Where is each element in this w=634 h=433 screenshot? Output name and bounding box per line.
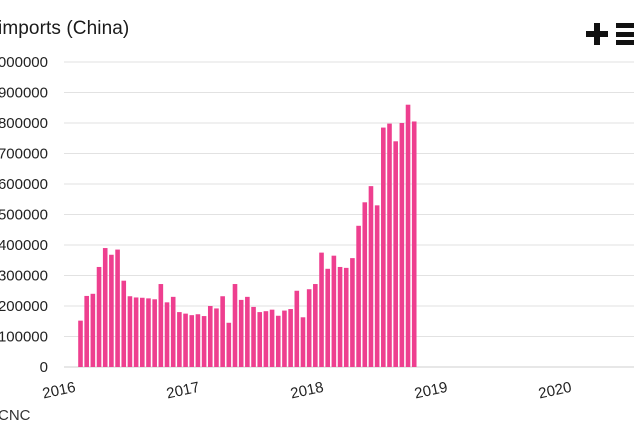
bar bbox=[399, 123, 405, 367]
bar bbox=[350, 258, 355, 367]
bar bbox=[127, 296, 133, 367]
bar bbox=[411, 121, 417, 367]
bar bbox=[220, 296, 225, 367]
bar bbox=[313, 284, 318, 367]
y-tick-label: 100000 bbox=[0, 329, 48, 346]
bar bbox=[337, 266, 343, 367]
y-tick-label: 600000 bbox=[0, 176, 48, 193]
y-tick-label: 0 bbox=[40, 359, 48, 376]
logo-bar bbox=[616, 23, 634, 28]
bars bbox=[78, 104, 417, 367]
bar bbox=[164, 302, 170, 367]
bar bbox=[294, 290, 300, 367]
logo-bar bbox=[616, 31, 634, 37]
x-tick-label: 2019 bbox=[413, 379, 449, 403]
bar bbox=[362, 202, 368, 367]
bar bbox=[170, 296, 176, 367]
plus-menu-logo-icon[interactable] bbox=[582, 18, 634, 50]
bar bbox=[90, 293, 96, 367]
bar bbox=[275, 315, 281, 367]
y-tick-label: 500000 bbox=[0, 207, 48, 224]
bar bbox=[387, 123, 392, 367]
bar bbox=[331, 255, 337, 367]
bar bbox=[381, 127, 386, 367]
bar bbox=[201, 316, 207, 367]
x-tick-label: 2017 bbox=[165, 379, 201, 403]
bar bbox=[263, 311, 269, 367]
y-tick-label: 900000 bbox=[0, 85, 48, 102]
bar bbox=[152, 299, 157, 367]
bar bbox=[102, 248, 108, 367]
bar bbox=[96, 266, 102, 367]
bar bbox=[405, 104, 411, 367]
bar bbox=[207, 306, 213, 367]
bar bbox=[146, 298, 151, 367]
bar bbox=[325, 268, 330, 367]
bar bbox=[183, 313, 188, 367]
chart-title: imports (China) bbox=[0, 18, 130, 39]
source-label: CNC bbox=[0, 407, 31, 424]
y-tick-label: 800000 bbox=[0, 115, 48, 132]
bar bbox=[319, 252, 324, 367]
logo-plus-vertical bbox=[594, 23, 600, 45]
bar bbox=[78, 320, 83, 367]
bar bbox=[356, 225, 361, 367]
x-axis-labels: 2016 2017 2018 2019 2020 bbox=[41, 379, 573, 403]
bar bbox=[238, 299, 244, 367]
bar bbox=[84, 295, 89, 367]
bar bbox=[245, 296, 250, 367]
bar bbox=[158, 284, 164, 367]
bar bbox=[300, 317, 306, 367]
y-tick-label: 200000 bbox=[0, 298, 48, 315]
bar bbox=[121, 280, 127, 367]
y-axis-labels: 0 100000 200000 300000 400000 500000 600000 700… bbox=[0, 54, 48, 376]
bar bbox=[226, 322, 232, 367]
bar bbox=[282, 310, 287, 367]
bar bbox=[269, 309, 275, 367]
bar bbox=[177, 312, 182, 367]
bar bbox=[195, 314, 201, 367]
x-tick-label: 2020 bbox=[537, 379, 573, 403]
bar bbox=[232, 284, 238, 367]
y-tick-label: 1000000 bbox=[0, 54, 48, 71]
y-tick-label: 700000 bbox=[0, 146, 48, 163]
logo-bar bbox=[616, 40, 634, 45]
bar bbox=[257, 312, 263, 367]
y-tick-label: 300000 bbox=[0, 268, 48, 285]
bar bbox=[393, 141, 398, 367]
bar bbox=[374, 205, 380, 367]
bar bbox=[109, 254, 114, 367]
bar bbox=[140, 297, 145, 367]
bar bbox=[133, 297, 139, 367]
bar bbox=[251, 306, 256, 367]
bar bbox=[306, 289, 312, 367]
bar bbox=[288, 309, 293, 367]
bar bbox=[214, 308, 219, 367]
bar bbox=[189, 315, 195, 367]
bar bbox=[368, 186, 374, 367]
x-tick-label: 2016 bbox=[41, 379, 77, 403]
bar bbox=[115, 249, 120, 367]
bar bbox=[343, 267, 349, 367]
x-tick-label: 2018 bbox=[289, 379, 325, 403]
y-tick-label: 400000 bbox=[0, 237, 48, 254]
